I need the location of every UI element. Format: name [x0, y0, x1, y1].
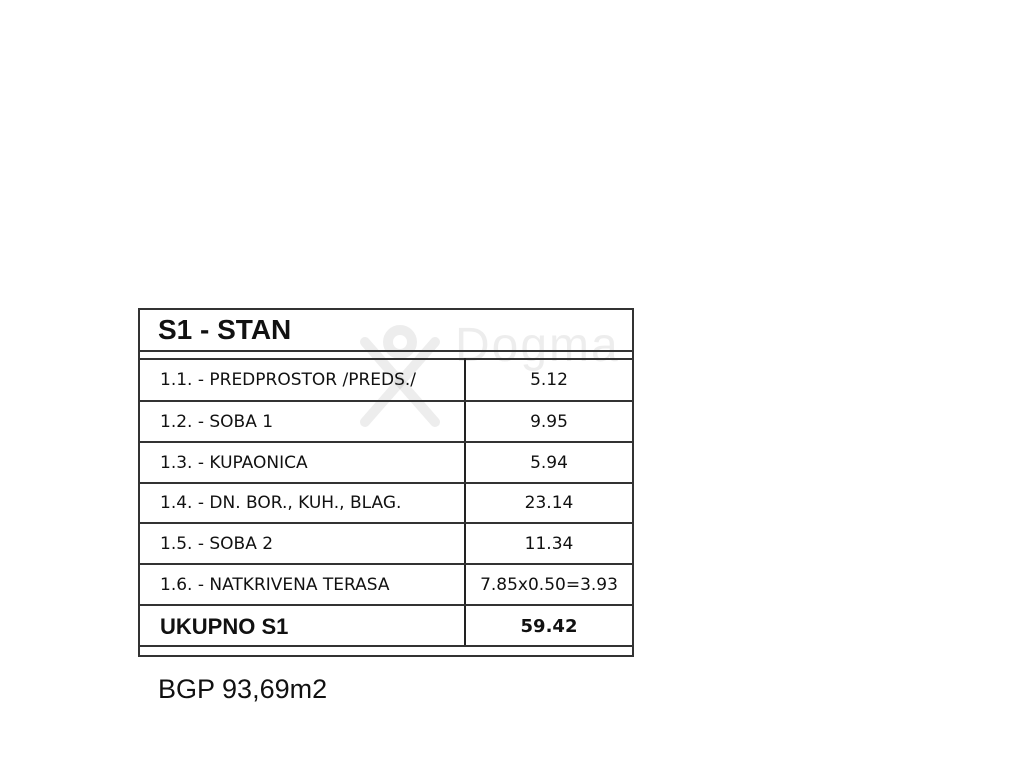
table-row: 1.1. - PREDPROSTOR /PREDS./ 5.12: [140, 360, 632, 401]
room-area: 5.12: [530, 370, 568, 390]
divider: [140, 350, 632, 352]
divider: [140, 441, 632, 443]
divider: [140, 645, 632, 647]
room-area: 7.85x0.50=3.93: [480, 575, 618, 595]
total-value: 59.42: [520, 616, 578, 637]
table-title: S1 - STAN: [158, 314, 292, 345]
room-area: 23.14: [524, 493, 574, 513]
divider: [140, 522, 632, 524]
total-row: UKUPNO S1 59.42: [140, 606, 632, 647]
total-label: UKUPNO S1: [160, 614, 289, 639]
room-label: 1.1. - PREDPROSTOR /PREDS./: [160, 370, 417, 390]
gross-floor-area: BGP 93,69m2: [158, 674, 328, 704]
room-label: 1.2. - SOBA 1: [160, 412, 274, 432]
column-divider: [464, 358, 466, 647]
divider: [140, 604, 632, 606]
divider: [140, 563, 632, 565]
room-label: 1.5. - SOBA 2: [160, 534, 274, 554]
table-row: 1.5. - SOBA 2 11.34: [140, 524, 632, 565]
table-row: 1.6. - NATKRIVENA TERASA 7.85x0.50=3.93: [140, 565, 632, 606]
area-table: S1 - STAN 1.1. - PREDPROSTOR /PREDS./ 5.…: [138, 308, 634, 657]
table-row: 1.2. - SOBA 1 9.95: [140, 402, 632, 443]
divider: [140, 482, 632, 484]
divider: [140, 400, 632, 402]
room-label: 1.3. - KUPAONICA: [160, 453, 308, 473]
room-label: 1.6. - NATKRIVENA TERASA: [160, 575, 390, 595]
table-row: 1.3. - KUPAONICA 5.94: [140, 443, 632, 484]
room-label: 1.4. - DN. BOR., KUH., BLAG.: [160, 493, 402, 513]
room-area: 11.34: [524, 534, 574, 554]
divider: [140, 358, 632, 360]
table-row: 1.4. - DN. BOR., KUH., BLAG. 23.14: [140, 483, 632, 524]
room-area: 9.95: [530, 412, 568, 432]
room-area: 5.94: [530, 453, 568, 473]
